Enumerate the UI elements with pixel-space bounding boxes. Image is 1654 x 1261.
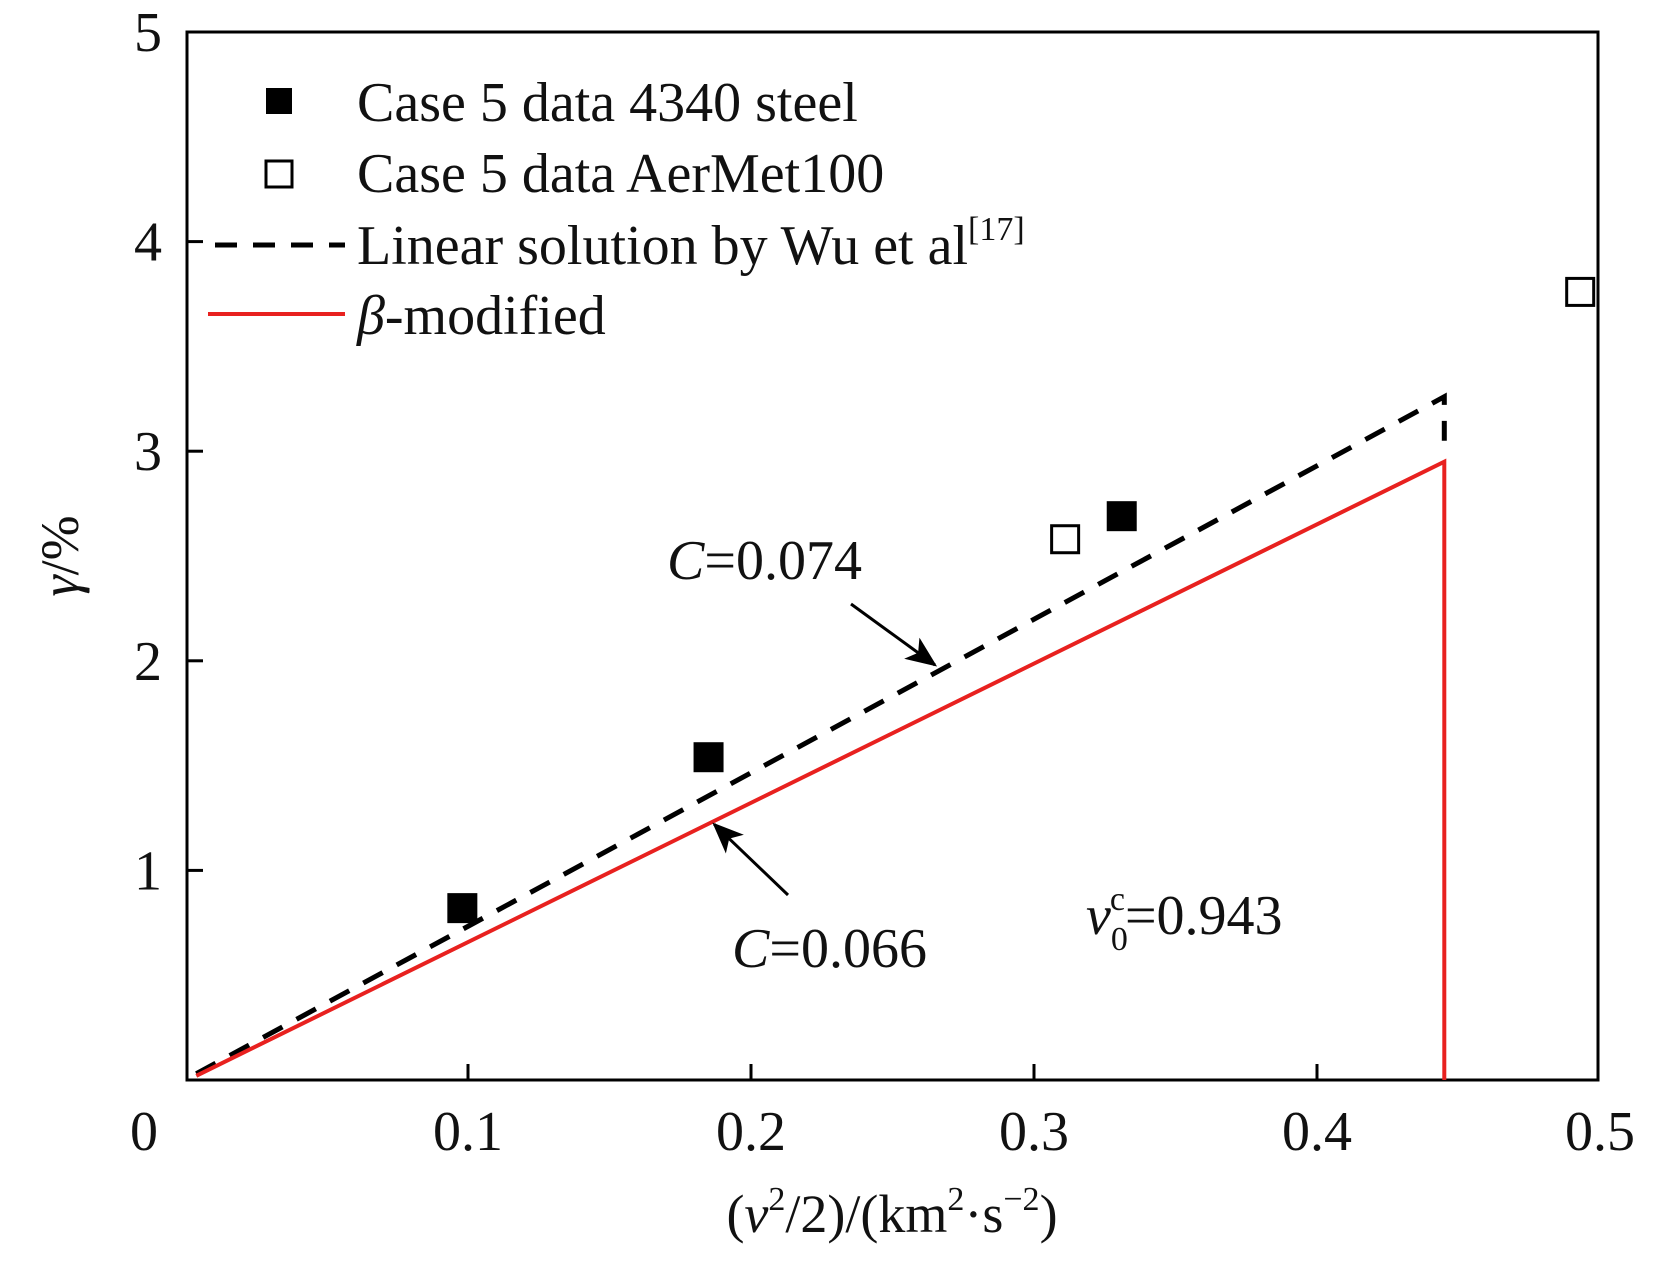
plot-frame (185, 30, 1600, 1082)
legend-marker-aermet100 (264, 159, 294, 189)
y-axis-ticks (187, 240, 203, 872)
legend-label-4340-steel: Case 5 data 4340 steel (357, 72, 858, 134)
x-axis-tick-labels: 0 0.1 0.2 0.3 0.4 0.5 (130, 1101, 1635, 1163)
legend: Case 5 data 4340 steel Case 5 data AerMe… (208, 72, 1025, 347)
annotation-c066: C=0.066 (732, 918, 927, 980)
annotation-c074-arrow (850, 602, 938, 667)
data-point-1-1 (1565, 276, 1596, 307)
x-tick-label-2: 0.2 (716, 1101, 786, 1163)
legend-label-aermet100: Case 5 data AerMet100 (357, 143, 884, 205)
x-tick-label-0: 0 (130, 1101, 158, 1163)
x-tick-label-3: 0.3 (999, 1101, 1069, 1163)
y-axis-tick-labels: 1 2 3 4 5 (134, 2, 162, 902)
data-point-0-0 (447, 893, 478, 924)
x-axis-title: (v2/2)/(km2·s−2) (726, 1181, 1057, 1244)
x-tick-label-1: 0.1 (433, 1101, 503, 1163)
data-point-1-0 (1050, 524, 1081, 555)
x-tick-label-5: 0.5 (1565, 1101, 1635, 1163)
y-tick-label-2: 3 (134, 421, 162, 483)
y-tick-label-0: 1 (134, 840, 162, 902)
y-axis-title: γ/% (30, 515, 90, 596)
data-point-0-2 (1106, 501, 1137, 532)
annotation-c074: C=0.074 (667, 530, 862, 592)
annotations: C=0.074 C=0.066 v0c=0.943 (667, 530, 1283, 980)
x-axis-ticks (466, 1064, 1319, 1080)
legend-label-beta-modified: β-modified (356, 285, 606, 347)
annotation-c066-arrow (712, 822, 790, 897)
y-tick-label-3: 4 (134, 212, 162, 274)
x-tick-label-4: 0.4 (1282, 1101, 1352, 1163)
data-point-0-1 (693, 742, 724, 773)
series-line-2 (195, 392, 1447, 1076)
legend-marker-4340-steel (266, 88, 292, 114)
series-points (447, 276, 1596, 924)
y-tick-label-1: 2 (134, 631, 162, 693)
y-tick-label-4: 5 (134, 2, 162, 64)
legend-label-linear-solution: Linear solution by Wu et al[17] (357, 211, 1025, 277)
series-lines (195, 392, 1447, 1080)
annotation-v0c: v0c=0.943 (1086, 881, 1283, 958)
series-line-3 (195, 458, 1447, 1080)
